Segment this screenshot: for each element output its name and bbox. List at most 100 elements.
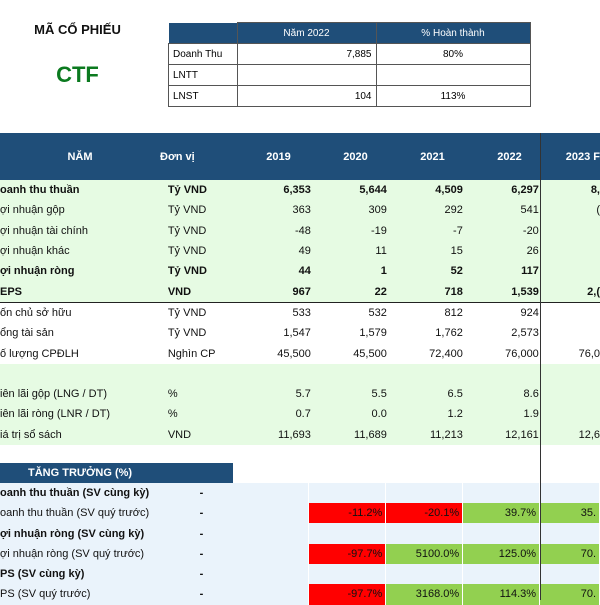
kpi-value: 7,885 bbox=[236, 43, 377, 65]
kpi-value: 104 bbox=[236, 85, 377, 107]
kpi-pct: 113% bbox=[375, 85, 531, 107]
row-value: 0.7 bbox=[295, 408, 311, 421]
growth-value bbox=[309, 523, 387, 544]
row-unit: Tỷ VND bbox=[167, 245, 207, 258]
growth-label: ợi nhuận ròng (SV quý trước) bbox=[0, 547, 145, 560]
row-unit: Tỷ VND bbox=[167, 184, 207, 197]
row-value: 5.5 bbox=[371, 388, 387, 401]
row-value: 6.5 bbox=[447, 388, 463, 401]
row-value: 1,762 bbox=[435, 327, 463, 340]
row-value: 6,353 bbox=[283, 184, 311, 197]
growth-dash: - bbox=[199, 568, 204, 581]
growth-value bbox=[309, 482, 387, 504]
kpi-header-pct: % Hoàn thành bbox=[375, 22, 531, 44]
row-value: 718 bbox=[444, 285, 463, 298]
header-col: 2021 bbox=[420, 150, 445, 163]
growth-value bbox=[233, 543, 310, 565]
row-value: 12,161 bbox=[505, 428, 539, 441]
growth-label: oanh thu thuần (SV quý trước) bbox=[0, 507, 150, 520]
growth-row: ợi nhuận ròng (SV cùng kỳ) - bbox=[0, 523, 600, 544]
table-row: EPS VND 967 22 718 1,539 2,( bbox=[0, 281, 600, 302]
row-unit: Tỷ VND bbox=[167, 265, 207, 278]
kpi-label: LNST bbox=[168, 85, 238, 107]
growth-value: 125.0% bbox=[463, 543, 541, 565]
growth-row: oanh thu thuần (SV quý trước) - -11.2% -20.… bbox=[0, 503, 600, 524]
growth-title: TĂNG TRƯỞNG (%) bbox=[0, 462, 233, 483]
row-value: 49 bbox=[298, 245, 311, 258]
row-value: 0.0 bbox=[371, 408, 387, 421]
row-value: 363 bbox=[292, 204, 311, 217]
row-value: 76,0 bbox=[578, 347, 600, 360]
row-value: 541 bbox=[520, 204, 539, 217]
row-value: 812 bbox=[444, 306, 463, 319]
growth-value bbox=[233, 564, 310, 585]
header-col: 2020 bbox=[343, 150, 368, 163]
row-value: 52 bbox=[450, 265, 463, 278]
growth-value: 70. bbox=[540, 584, 600, 605]
row-value: 15 bbox=[450, 245, 463, 258]
growth-value bbox=[463, 523, 541, 544]
row-label: ốn chủ sở hữu bbox=[0, 306, 72, 319]
row-value: 532 bbox=[368, 306, 387, 319]
growth-header: TĂNG TRƯỞNG (%) bbox=[0, 462, 600, 483]
table-row: ợi nhuận gộp Tỷ VND 363 309 292 541 ( bbox=[0, 200, 600, 221]
growth-value bbox=[233, 523, 310, 544]
kpi-label: LNTT bbox=[168, 64, 238, 86]
row-value: 1,579 bbox=[359, 327, 387, 340]
row-value: 5.7 bbox=[295, 388, 311, 401]
growth-row: oanh thu thuần (SV cùng kỳ) - bbox=[0, 482, 600, 504]
kpi-table: Năm 2022 % Hoàn thành Doanh Thu 7,885 80… bbox=[168, 22, 531, 107]
row-value: 1,539 bbox=[511, 285, 539, 298]
growth-value bbox=[386, 523, 464, 544]
row-value: 11 bbox=[375, 245, 387, 258]
row-value: -20 bbox=[522, 224, 539, 237]
table-row: oanh thu thuần Tỷ VND 6,353 5,644 4,509 6,297… bbox=[0, 180, 600, 201]
table-row bbox=[0, 363, 600, 384]
growth-dash: - bbox=[199, 588, 204, 601]
growth-label: ợi nhuận ròng (SV cùng kỳ) bbox=[0, 527, 145, 540]
row-label: ổng tài sản bbox=[0, 327, 54, 340]
growth-value: 3168.0% bbox=[386, 584, 464, 605]
table-row: ố lượng CPĐLH Nghìn CP 45,500 45,500 72,400 7… bbox=[0, 343, 600, 363]
growth-value bbox=[233, 503, 310, 524]
growth-value bbox=[540, 564, 600, 585]
growth-value: 39.7% bbox=[463, 503, 541, 524]
row-value: 309 bbox=[368, 204, 387, 217]
growth-value: -97.7% bbox=[309, 584, 387, 605]
header-year: NĂM bbox=[67, 150, 93, 163]
row-value: 1 bbox=[380, 265, 387, 278]
row-value: 8, bbox=[590, 184, 600, 197]
row-value: 11,689 bbox=[354, 428, 387, 441]
growth-value: 35. bbox=[540, 503, 600, 524]
row-label: ợi nhuận tài chính bbox=[0, 224, 88, 237]
row-label: ợi nhuận khác bbox=[0, 245, 70, 258]
row-label: iên lãi gộp (LNG / DT) bbox=[0, 388, 107, 401]
header-col: 2019 bbox=[266, 150, 291, 163]
row-value: 967 bbox=[292, 285, 311, 298]
table-row: ợi nhuận tài chính Tỷ VND -48 -19 -7 -20 bbox=[0, 220, 600, 241]
header-col: 2022 bbox=[497, 150, 522, 163]
row-label: EPS bbox=[0, 285, 23, 298]
kpi-row: LNTT bbox=[168, 64, 531, 86]
row-unit: % bbox=[167, 388, 178, 401]
row-value: 12,6 bbox=[578, 428, 600, 441]
growth-value: -11.2% bbox=[309, 503, 387, 524]
row-value: 292 bbox=[444, 204, 463, 217]
growth-value bbox=[540, 523, 600, 544]
growth-value bbox=[233, 482, 310, 504]
kpi-label: Doanh Thu bbox=[168, 43, 238, 65]
stock-code-label: MÃ CỔ PHIẾU bbox=[34, 22, 121, 37]
kpi-row: LNST 104 113% bbox=[168, 85, 531, 107]
row-value: -19 bbox=[370, 224, 387, 237]
financial-table: NĂM Đơn vị 2019 2020 2021 2022 2023 F oa… bbox=[0, 133, 600, 605]
growth-value: -97.7% bbox=[309, 543, 387, 565]
row-value: 5,644 bbox=[359, 184, 387, 197]
row-value: 2,( bbox=[587, 285, 600, 298]
row-value: 117 bbox=[521, 265, 539, 278]
kpi-pct bbox=[375, 64, 531, 86]
row-value: 44 bbox=[298, 265, 311, 278]
row-value: 45,500 bbox=[277, 347, 311, 360]
header-unit: Đơn vị bbox=[160, 150, 195, 163]
table-row: iá trị sổ sách VND 11,693 11,689 11,213 12,16… bbox=[0, 424, 600, 445]
growth-dash: - bbox=[199, 547, 204, 560]
